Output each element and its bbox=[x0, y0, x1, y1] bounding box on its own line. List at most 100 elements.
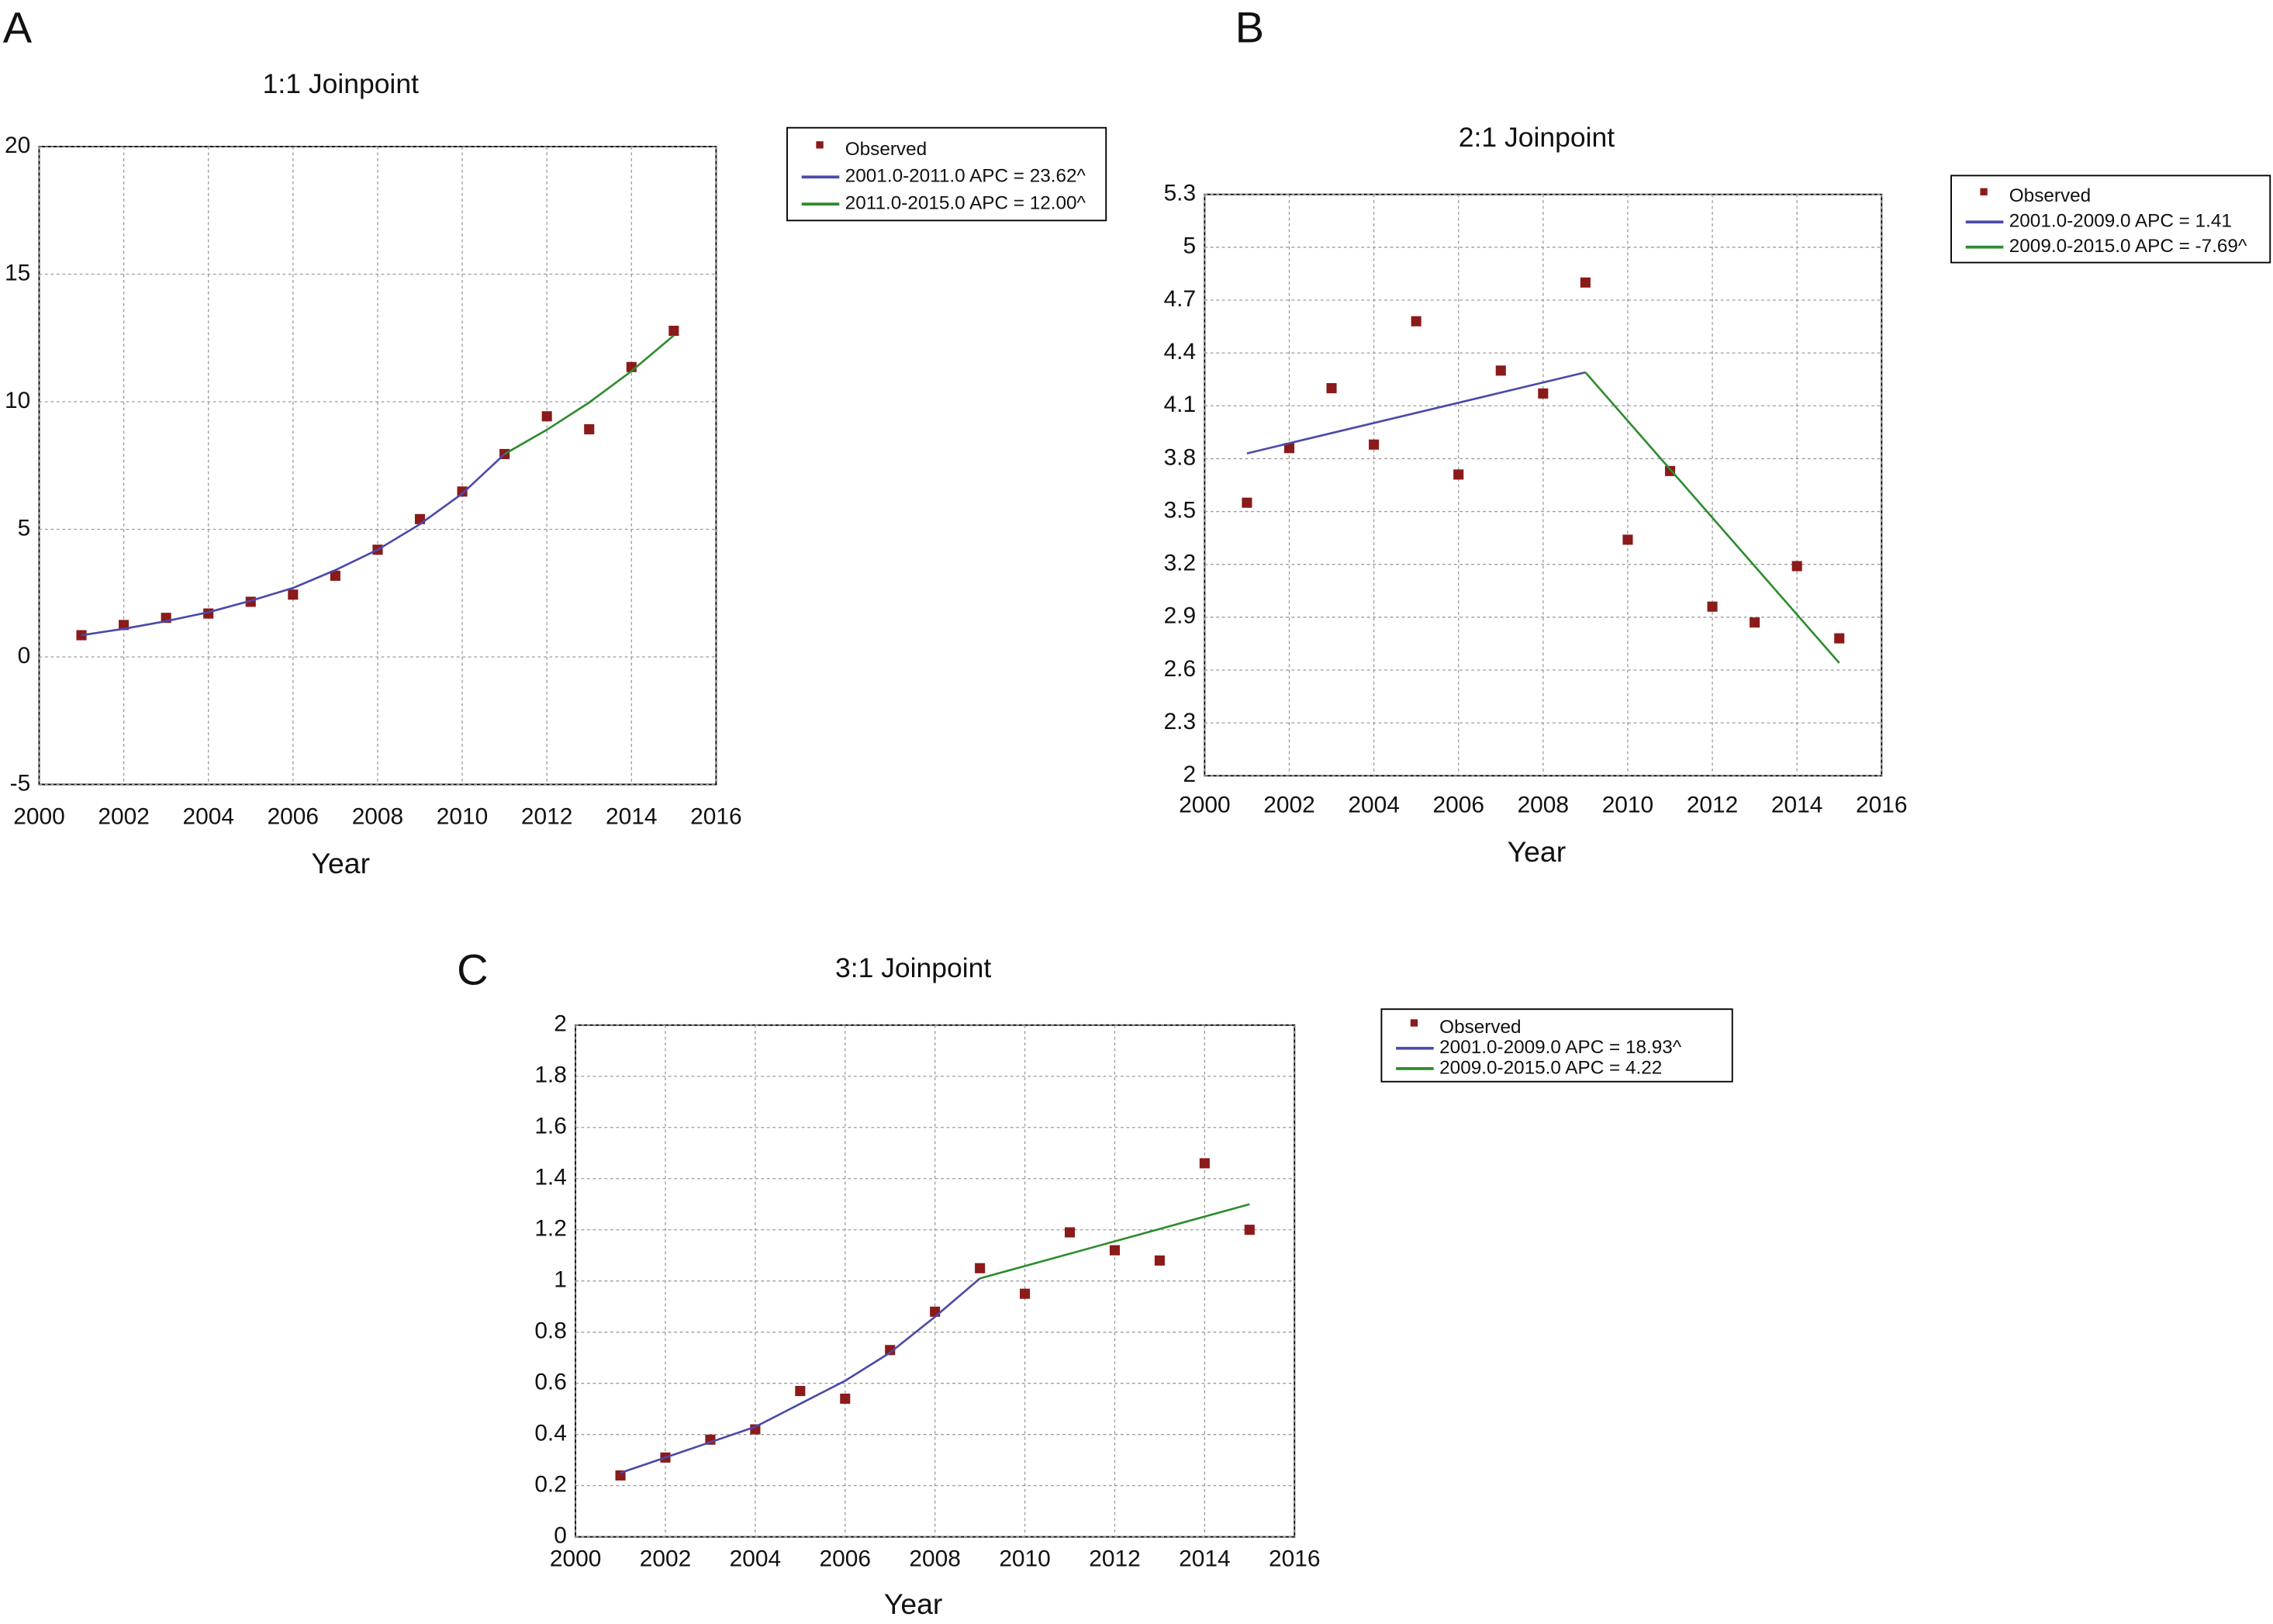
data-point bbox=[930, 1306, 941, 1317]
y-tick-label: 1.8 bbox=[534, 1063, 567, 1088]
panel-label: C bbox=[457, 945, 489, 993]
legend-box bbox=[1950, 174, 2271, 264]
x-tick-label: 2016 bbox=[1856, 792, 1908, 817]
x-tick-label: 2002 bbox=[1263, 792, 1315, 817]
chart-title: 1:1 Joinpoint bbox=[263, 68, 419, 99]
legend-label: Observed bbox=[845, 139, 927, 160]
y-tick-label: 1.4 bbox=[534, 1165, 567, 1190]
y-tick-label: 3.2 bbox=[1164, 551, 1197, 576]
legend-label: 2011.0-2015.0 APC = 12.00^ bbox=[845, 193, 1086, 214]
panel-label: A bbox=[3, 2, 33, 51]
x-tick-label: 2010 bbox=[1602, 792, 1653, 817]
y-tick-label: 5.3 bbox=[1164, 181, 1197, 206]
x-tick-label: 2008 bbox=[352, 803, 404, 829]
fit-line bbox=[1246, 371, 1586, 454]
x-tick-label: 2010 bbox=[999, 1546, 1050, 1571]
data-point bbox=[1453, 469, 1464, 480]
data-point bbox=[975, 1263, 986, 1273]
x-axis-label: Year bbox=[1508, 835, 1567, 868]
data-point bbox=[457, 486, 468, 497]
x-axis-label: Year bbox=[884, 1588, 943, 1620]
y-tick-label: 3.5 bbox=[1164, 497, 1197, 523]
data-point bbox=[1834, 633, 1845, 644]
data-point bbox=[1369, 439, 1380, 450]
y-tick-label: 0.6 bbox=[534, 1370, 567, 1395]
y-tick-label: 5 bbox=[1183, 233, 1197, 259]
y-tick-label: 4.4 bbox=[1164, 339, 1197, 365]
legend-label: 2009.0-2015.0 APC = -7.69^ bbox=[2009, 236, 2247, 257]
x-tick-label: 2008 bbox=[909, 1546, 961, 1571]
x-axis-label: Year bbox=[312, 847, 371, 879]
data-point bbox=[1538, 388, 1549, 399]
data-point bbox=[1020, 1288, 1031, 1299]
y-tick-label: 3.8 bbox=[1164, 444, 1197, 470]
x-tick-label: 2012 bbox=[1089, 1546, 1141, 1571]
legend-label: 2001.0-2011.0 APC = 23.62^ bbox=[845, 166, 1086, 187]
legend-box bbox=[1380, 1008, 1733, 1083]
data-point bbox=[840, 1393, 851, 1405]
legend-marker bbox=[1410, 1019, 1418, 1027]
fit-line bbox=[1584, 371, 1840, 664]
y-tick-label: 0 bbox=[18, 643, 31, 669]
x-tick-label: 2012 bbox=[521, 803, 573, 829]
legend-label: Observed bbox=[2009, 185, 2091, 206]
data-point bbox=[1622, 534, 1633, 545]
y-tick-label: 2.9 bbox=[1164, 603, 1197, 629]
chart-panel: B 2:1 Joinpoint Year 2000 2002 2004 2006 2008 20… bbox=[1164, 2, 2271, 868]
data-point bbox=[1109, 1245, 1121, 1256]
x-tick-label: 2004 bbox=[1348, 792, 1399, 817]
x-tick-label: 2008 bbox=[1518, 792, 1570, 817]
legend-label: Observed bbox=[1439, 1017, 1521, 1038]
legend-box bbox=[786, 126, 1107, 222]
y-tick-label: 10 bbox=[5, 388, 30, 413]
x-tick-label: 2000 bbox=[550, 1546, 602, 1571]
data-point bbox=[584, 423, 595, 435]
x-tick-label: 2014 bbox=[1771, 792, 1823, 817]
data-point bbox=[1495, 365, 1506, 376]
data-point bbox=[1326, 383, 1337, 394]
y-tick-label: 1 bbox=[554, 1267, 567, 1293]
x-tick-label: 2004 bbox=[182, 803, 234, 829]
y-tick-label: 2 bbox=[1183, 762, 1197, 787]
y-tick-label: 2.3 bbox=[1164, 709, 1197, 734]
x-tick-label: 2016 bbox=[1269, 1546, 1321, 1571]
data-point bbox=[1154, 1255, 1165, 1266]
legend-marker bbox=[1980, 188, 1988, 195]
data-point bbox=[1283, 443, 1295, 454]
legend-label: 2009.0-2015.0 APC = 4.22 bbox=[1439, 1057, 1662, 1078]
y-tick-label: 5 bbox=[18, 515, 31, 541]
chart-title: 3:1 Joinpoint bbox=[835, 952, 991, 983]
y-tick-label: 4.1 bbox=[1164, 392, 1197, 417]
fit-line bbox=[979, 1203, 1250, 1280]
x-tick-label: 2010 bbox=[437, 803, 489, 829]
legend-marker bbox=[816, 141, 824, 149]
y-tick-label: 20 bbox=[5, 133, 30, 158]
legend-label: 2001.0-2009.0 APC = 1.41 bbox=[2009, 211, 2232, 232]
y-tick-label: 0.8 bbox=[534, 1318, 567, 1344]
y-tick-label: 0 bbox=[554, 1523, 567, 1549]
panel-label: B bbox=[1235, 2, 1264, 51]
fit-line bbox=[81, 453, 506, 637]
chart-title: 2:1 Joinpoint bbox=[1459, 122, 1615, 153]
data-point bbox=[1707, 601, 1718, 612]
data-point bbox=[541, 411, 552, 422]
data-point bbox=[1580, 277, 1591, 288]
y-tick-label: 1.2 bbox=[534, 1216, 567, 1242]
x-tick-label: 2002 bbox=[640, 1546, 692, 1571]
data-point bbox=[795, 1386, 806, 1397]
chart-panel: A 1:1 Joinpoint Year 2000 2002 2004 2006 2008 20… bbox=[3, 2, 1107, 879]
fit-line bbox=[620, 1277, 981, 1474]
y-tick-label: 15 bbox=[5, 260, 30, 285]
y-tick-label: 2 bbox=[554, 1011, 567, 1037]
data-point bbox=[1244, 1225, 1255, 1235]
data-point bbox=[1750, 617, 1760, 628]
x-tick-label: 2014 bbox=[606, 803, 657, 829]
fit-line bbox=[503, 334, 675, 455]
data-point bbox=[668, 325, 679, 337]
x-tick-label: 2006 bbox=[268, 803, 320, 829]
y-tick-label: 0.4 bbox=[534, 1421, 567, 1446]
x-tick-label: 2012 bbox=[1687, 792, 1739, 817]
data-point bbox=[330, 570, 340, 581]
y-tick-label: 2.6 bbox=[1164, 656, 1197, 682]
